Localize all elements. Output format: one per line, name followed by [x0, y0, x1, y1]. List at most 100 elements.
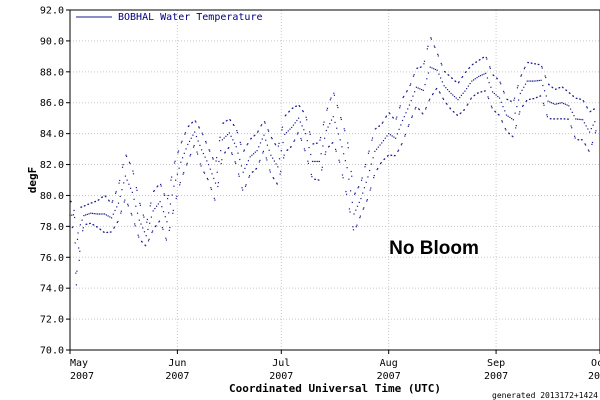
data-point [530, 80, 532, 82]
data-point [414, 108, 416, 110]
data-point [423, 60, 426, 62]
data-point [544, 75, 546, 77]
data-point [205, 140, 207, 143]
data-point [298, 105, 300, 107]
data-point [207, 163, 210, 166]
data-point [440, 62, 442, 65]
data-point [221, 159, 223, 161]
data-point [488, 82, 490, 84]
data-point [119, 195, 121, 198]
data-point [146, 218, 148, 221]
data-point [239, 141, 241, 144]
data-point [497, 95, 499, 98]
data-point [283, 154, 285, 156]
data-point [464, 90, 466, 92]
data-point [412, 75, 415, 77]
data-point [110, 217, 113, 219]
data-point [543, 90, 546, 92]
data-point [123, 201, 125, 203]
data-point [206, 177, 209, 180]
data-point [466, 104, 468, 106]
data-point [313, 160, 315, 163]
data-point [170, 179, 172, 181]
data-point [590, 128, 592, 130]
data-point [262, 152, 264, 154]
data-point [525, 100, 527, 103]
data-point [538, 79, 540, 82]
data-point [552, 102, 554, 105]
data-point [495, 94, 497, 96]
data-point [227, 134, 229, 136]
data-point [423, 63, 425, 65]
generated-timestamp: generated 2013172+1424 [492, 391, 598, 400]
data-point [154, 225, 157, 228]
data-point [125, 155, 128, 158]
data-point [435, 88, 437, 90]
data-point [212, 157, 214, 159]
data-point [134, 225, 136, 227]
data-point [424, 83, 426, 86]
data-point [496, 78, 498, 80]
data-point [457, 99, 459, 101]
data-point [71, 214, 73, 216]
data-point [190, 137, 192, 139]
data-point [304, 150, 306, 152]
data-point [271, 137, 273, 140]
data-point [208, 149, 210, 151]
data-point [316, 142, 318, 144]
data-point [301, 125, 303, 127]
data-point [304, 133, 307, 135]
data-point [203, 171, 205, 173]
data-point [82, 227, 84, 229]
data-point [169, 226, 171, 229]
data-point [487, 96, 489, 98]
data-point [452, 94, 454, 96]
data-point [385, 115, 387, 117]
data-point [352, 226, 354, 228]
data-point [469, 83, 471, 85]
data-point [138, 236, 140, 238]
data-point [364, 166, 366, 168]
data-point [250, 137, 252, 139]
data-point [538, 63, 540, 66]
data-point [514, 112, 516, 114]
data-point [214, 199, 216, 201]
y-tick-label: 82.0 [40, 160, 64, 171]
data-point [264, 122, 266, 124]
data-point [460, 112, 462, 114]
data-point [533, 80, 535, 82]
data-point [274, 143, 276, 145]
data-point [245, 184, 247, 186]
data-point [403, 95, 405, 98]
data-point [564, 118, 566, 120]
data-point [572, 95, 575, 97]
data-point [107, 215, 109, 217]
data-point [285, 132, 288, 134]
data-point [159, 201, 161, 203]
data-point [82, 230, 84, 232]
data-point [147, 228, 149, 231]
data-point [407, 108, 409, 110]
data-point [291, 126, 293, 129]
data-point [324, 137, 326, 139]
data-point [396, 116, 398, 118]
data-point [455, 80, 457, 83]
data-point [479, 59, 481, 61]
legend: BOBHAL Water Temperature [76, 12, 263, 23]
data-point [451, 77, 453, 80]
data-point [522, 105, 524, 107]
x-axis-title: Coordinated Universal Time (UTC) [229, 382, 441, 395]
data-point [337, 106, 339, 109]
data-point [549, 101, 551, 103]
data-point [418, 108, 420, 111]
data-point [100, 229, 102, 231]
data-point [382, 139, 385, 142]
data-point [249, 156, 251, 158]
data-point [343, 153, 345, 155]
data-point [209, 168, 211, 170]
data-point [231, 153, 233, 155]
data-point [298, 117, 300, 119]
data-point [247, 143, 249, 145]
x-tick-year: 2007 [377, 371, 401, 382]
data-point [177, 150, 180, 152]
